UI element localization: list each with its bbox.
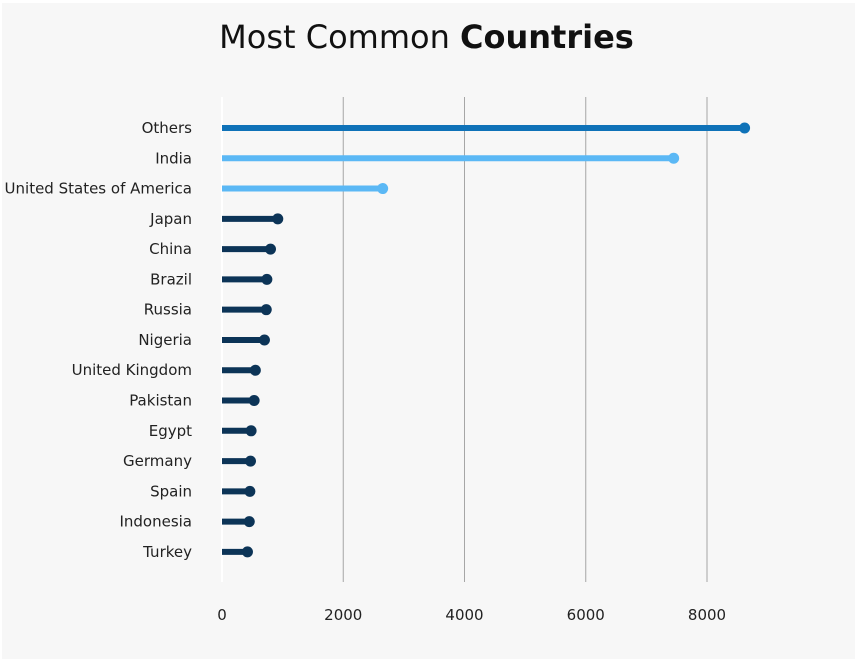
category-label: United Kingdom — [72, 361, 192, 379]
lollipop-dot — [668, 152, 680, 164]
chart-title-bold: Countries — [460, 18, 634, 56]
lollipop-dot — [261, 273, 273, 285]
gridlines — [221, 97, 708, 582]
chart-title: Most Common Countries — [0, 18, 853, 56]
category-labels: Others India United States of America Japan… — [5, 119, 193, 561]
lollipop-stems — [222, 125, 745, 555]
lollipop-dot — [244, 455, 256, 467]
lollipop-dot — [244, 485, 256, 497]
category-label: United States of America — [5, 180, 192, 198]
lollipop-dot — [377, 183, 389, 195]
category-label: Japan — [149, 210, 192, 228]
category-label: Russia — [144, 301, 192, 319]
lollipop-dot — [248, 395, 260, 407]
lollipop-dot — [739, 122, 751, 134]
chart-panel — [2, 3, 855, 659]
category-label: Spain — [150, 482, 192, 500]
chart-title-light: Most Common — [219, 18, 450, 56]
x-tick-label: 8000 — [688, 606, 726, 624]
lollipop-dot — [249, 364, 261, 376]
x-axis-ticks: 0 2000 4000 6000 8000 — [217, 606, 726, 624]
category-label: Indonesia — [119, 513, 192, 531]
lollipop-dot — [243, 516, 255, 528]
lollipop-dot — [272, 213, 284, 225]
category-label: Nigeria — [138, 331, 192, 349]
category-label: Germany — [123, 452, 192, 470]
category-label: China — [149, 240, 192, 258]
category-label: India — [155, 149, 192, 167]
lollipop-dot — [241, 546, 253, 558]
x-tick-label: 2000 — [324, 606, 362, 624]
x-tick-label: 6000 — [567, 606, 605, 624]
category-label: Egypt — [149, 422, 192, 440]
lollipop-dot — [260, 304, 272, 316]
lollipop-dot — [245, 425, 257, 437]
lollipop-dot — [258, 334, 270, 346]
lollipop-dots — [241, 122, 751, 558]
lollipop-dot — [265, 243, 276, 255]
category-label: Pakistan — [129, 392, 192, 410]
category-label: Others — [142, 119, 193, 137]
x-tick-label: 0 — [217, 606, 227, 624]
category-label: Turkey — [142, 543, 192, 561]
x-tick-label: 4000 — [445, 606, 483, 624]
category-label: Brazil — [150, 270, 192, 288]
